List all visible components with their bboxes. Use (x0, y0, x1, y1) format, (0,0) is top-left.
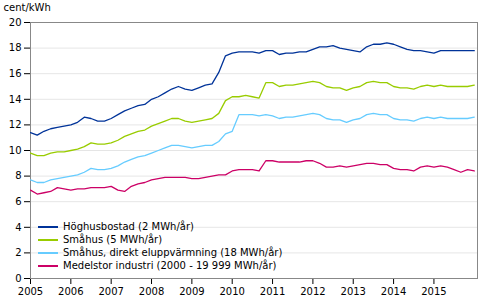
svg-text:0: 0 (15, 273, 21, 284)
svg-text:10: 10 (9, 145, 22, 156)
svg-text:2011: 2011 (260, 286, 285, 297)
svg-text:2014: 2014 (381, 286, 406, 297)
html-text:Småhus, direkt eluppvärmning (: Småhus, direkt eluppvärmning (18 MWh/år) (63, 247, 283, 258)
svg-text:2009: 2009 (179, 286, 204, 297)
svg-text:2012: 2012 (300, 286, 325, 297)
svg-text:2007: 2007 (98, 286, 123, 297)
svg-text:2013: 2013 (341, 286, 366, 297)
svg-text:2: 2 (15, 247, 21, 258)
html-text:Medelstor industri (2000 - 19: Medelstor industri (2000 - 19 999 MWh/år… (63, 260, 277, 271)
svg-text:2010: 2010 (219, 286, 244, 297)
svg-text:cent/kWh: cent/kWh (4, 2, 51, 13)
svg-text:16: 16 (9, 68, 22, 79)
svg-text:8: 8 (15, 170, 21, 181)
svg-text:12: 12 (9, 119, 22, 130)
svg-text:2008: 2008 (139, 286, 164, 297)
svg-text:2015: 2015 (421, 286, 446, 297)
svg-text:6: 6 (15, 196, 21, 207)
svg-text:2005: 2005 (18, 286, 43, 297)
svg-text:2006: 2006 (58, 286, 83, 297)
svg-text:18: 18 (9, 42, 22, 53)
html-text:Höghusbostad (2 MWh/år): Höghusbostad (2 MWh/år) (63, 221, 194, 232)
svg-text:14: 14 (9, 94, 22, 105)
svg-text:20: 20 (9, 17, 22, 28)
html-text:Småhus (5 MWh/år): Småhus (5 MWh/år) (63, 234, 163, 245)
svg-text:4: 4 (15, 222, 21, 233)
